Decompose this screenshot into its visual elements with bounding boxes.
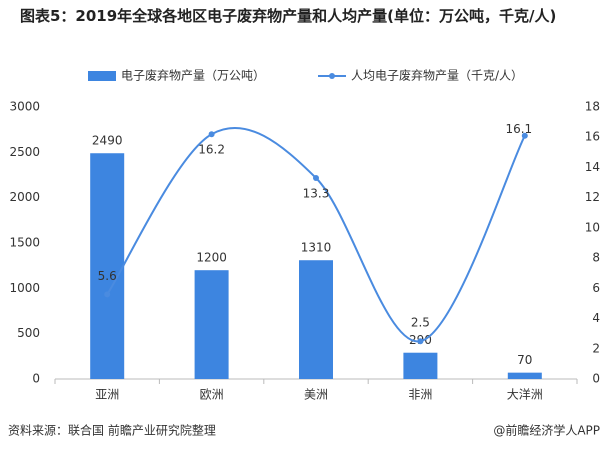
bar	[90, 153, 125, 379]
line-value-label: 16.2	[198, 143, 225, 157]
legend-label: 电子废弃物产量（万公吨）	[121, 68, 265, 83]
line-point	[208, 131, 215, 138]
bar-value-label: 1310	[301, 241, 332, 255]
bar	[194, 270, 229, 379]
chart-title: 图表5：2019年全球各地区电子废弃物产量和人均产量(单位：万公吨，千克/人)	[20, 7, 557, 25]
line-point	[521, 132, 528, 139]
y2-tick-label: 6	[592, 281, 600, 295]
bar	[299, 260, 333, 379]
credit: @前瞻经济学人APP	[493, 423, 600, 438]
y2-tick-label: 8	[592, 251, 600, 265]
x-tick-label: 大洋洲	[507, 387, 543, 402]
x-tick-label: 非洲	[408, 388, 432, 402]
x-tick-label: 欧洲	[200, 388, 224, 402]
y2-tick-label: 16	[585, 130, 600, 144]
y2-tick-label: 18	[585, 100, 600, 114]
line-value-label: 16.1	[505, 122, 532, 136]
line-point	[104, 291, 111, 298]
y-tick-label: 1000	[9, 281, 40, 295]
line	[106, 127, 526, 343]
x-tick-label: 美洲	[304, 388, 328, 402]
y2-tick-label: 4	[592, 311, 600, 325]
y2-tick-label: 0	[592, 372, 600, 386]
bar-value-label: 1200	[196, 251, 227, 265]
y-tick-label: 500	[17, 326, 40, 340]
y-tick-label: 2000	[9, 190, 40, 204]
legend-marker	[329, 73, 335, 79]
bar	[403, 352, 438, 379]
y-tick-label: 0	[32, 372, 40, 386]
y-tick-label: 1500	[9, 236, 40, 250]
x-tick-label: 亚洲	[95, 388, 119, 402]
legend-swatch	[88, 71, 116, 81]
source: 资料来源：联合国 前瞻产业研究院整理	[8, 423, 216, 438]
y-tick-label: 2500	[9, 145, 40, 159]
line-value-label: 5.6	[98, 269, 117, 283]
legend-label: 人均电子废弃物产量（千克/人）	[351, 68, 523, 83]
y2-tick-label: 14	[585, 160, 600, 174]
y2-tick-label: 12	[585, 190, 600, 204]
bar-value-label: 2490	[92, 134, 123, 148]
line-value-label: 13.3	[303, 187, 330, 201]
y2-tick-label: 10	[585, 220, 600, 234]
line-point	[313, 175, 319, 182]
y-tick-label: 3000	[9, 100, 40, 114]
bar-value-label: 70	[517, 353, 532, 367]
line-value-label: 2.5	[411, 316, 430, 330]
bar	[507, 372, 542, 379]
line-point	[417, 338, 424, 345]
y2-tick-label: 2	[592, 341, 600, 355]
